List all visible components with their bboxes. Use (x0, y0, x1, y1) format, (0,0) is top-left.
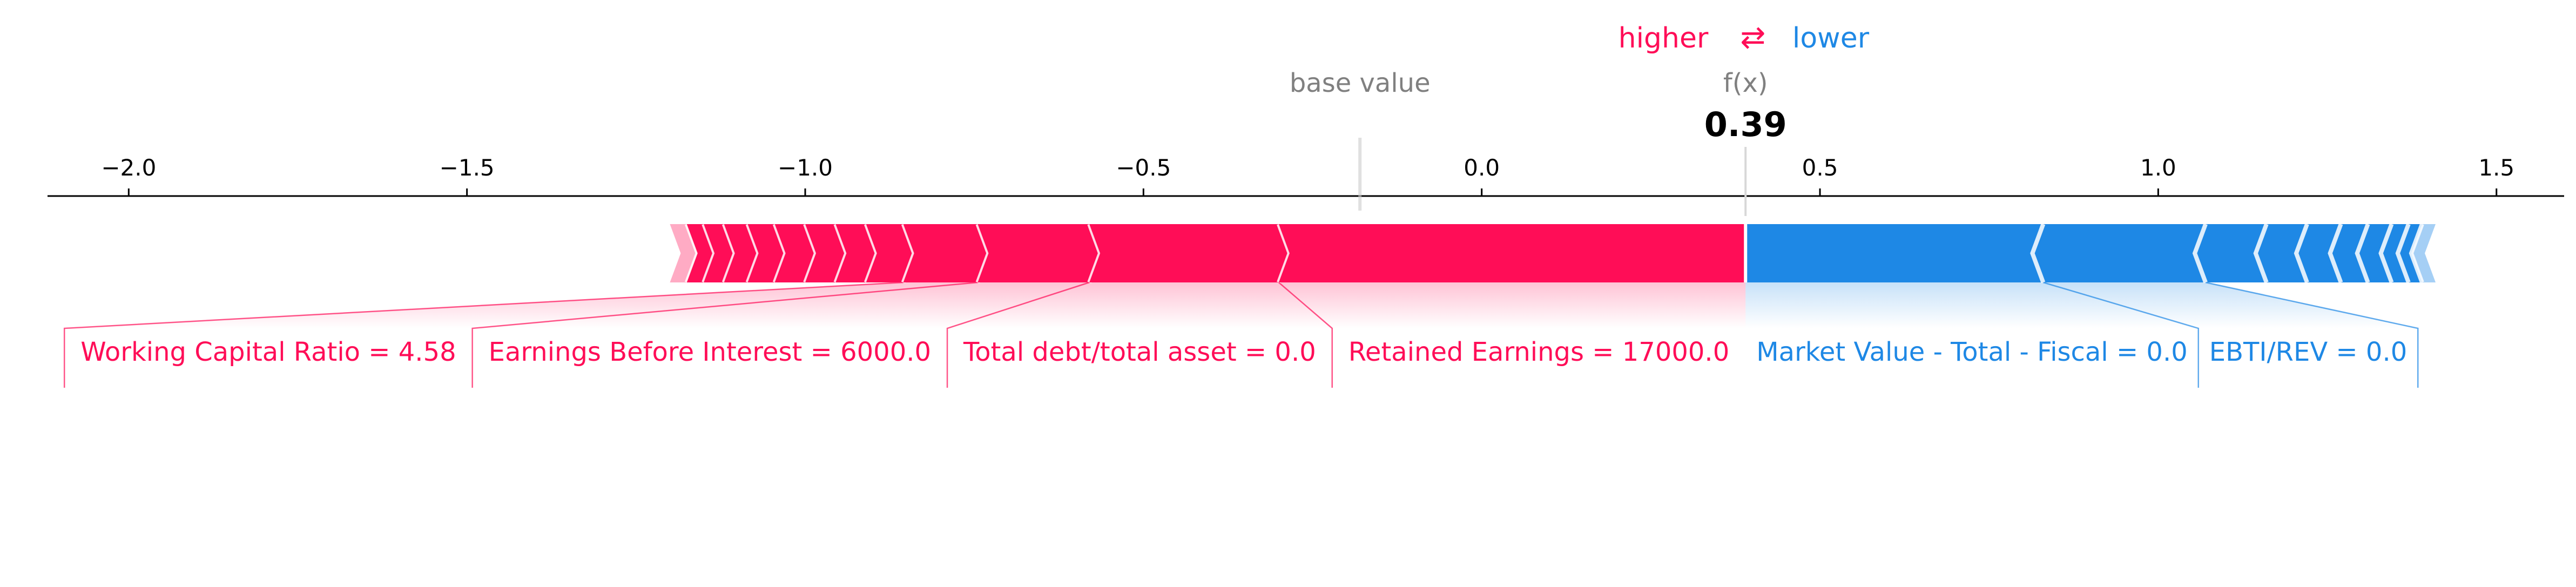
legend-lower: lower (1792, 22, 1870, 55)
x-axis: −2.0 −1.5 −1.0 −0.5 0.0 0.5 1.0 1.5 (48, 154, 2564, 197)
feature-label: Total debt/total asset = 0.0 (963, 337, 1316, 367)
feature-label: Market Value - Total - Fiscal = 0.0 (1756, 337, 2188, 367)
segment-divider (2328, 223, 2343, 284)
leader-line (471, 281, 978, 388)
segment-divider (2378, 223, 2394, 284)
tick-label: 1.5 (2478, 154, 2514, 181)
fx-label: f(x) (1723, 68, 1768, 98)
tick-label: −1.0 (778, 154, 833, 181)
negative-segment (2032, 224, 2206, 282)
positive-segment (903, 224, 989, 282)
positive-segment (866, 224, 914, 282)
positive-segment (1278, 224, 1746, 282)
negative-segment (2357, 224, 2392, 282)
positive-segment (704, 224, 735, 282)
positive-segment (724, 224, 759, 282)
segment-divider (2395, 223, 2411, 284)
feature-labels: Working Capital Ratio = 4.58 Earnings Bef… (80, 337, 2407, 367)
leader-line (2205, 281, 2419, 388)
segment-divider (2355, 223, 2370, 284)
negative-segment (2296, 224, 2341, 282)
base-value-label: base value (1290, 68, 1431, 98)
negative-segment (2195, 224, 2267, 282)
connector-fill (2043, 282, 2418, 328)
legend-arrow-icon: ⇄ (1741, 20, 1766, 55)
segment-divider (2409, 223, 2424, 284)
tick-label: −1.5 (440, 154, 495, 181)
feature-label: Working Capital Ratio = 4.58 (80, 337, 456, 367)
tick-label: −0.5 (1116, 154, 1171, 181)
segment-divider (2192, 223, 2208, 284)
positive-segment (805, 224, 847, 282)
segment-divider (2294, 223, 2309, 284)
positive-segment (835, 224, 877, 282)
connector-fill (947, 282, 1332, 328)
tick-label: 0.0 (1464, 154, 1500, 181)
feature-label: Earnings Before Interest = 6000.0 (489, 337, 931, 367)
leader-line (63, 281, 903, 388)
tick-label: 1.0 (2140, 154, 2176, 181)
label-connectors (63, 281, 2419, 388)
connector-fill (1745, 282, 2199, 328)
tick-label: −2.0 (101, 154, 156, 181)
connector-fill (472, 282, 1090, 328)
feature-label: Retained Earnings = 17000.0 (1348, 337, 1730, 367)
positive-segment (747, 224, 786, 282)
positive-segment (1089, 224, 1290, 282)
tick-label: 0.5 (1802, 154, 1838, 181)
value-markers (1358, 138, 1747, 216)
fx-value: 0.39 (1704, 105, 1787, 144)
connector-fill (1278, 282, 1746, 328)
leader-line (2043, 281, 2200, 388)
positive-segment (977, 224, 1101, 282)
leader-line (946, 281, 1090, 388)
force-bars (670, 223, 2436, 284)
negative-segment (2330, 224, 2368, 282)
negative-segment (1745, 224, 2044, 282)
connector-fill (64, 282, 978, 328)
segment-divider (2030, 223, 2046, 284)
legend-higher: higher (1619, 22, 1709, 55)
negative-segment (2255, 224, 2307, 282)
leader-line (1278, 282, 1333, 388)
segment-divider (2253, 223, 2269, 284)
positive-segment (774, 224, 817, 282)
feature-label: EBTI/REV = 0.0 (2209, 337, 2408, 367)
